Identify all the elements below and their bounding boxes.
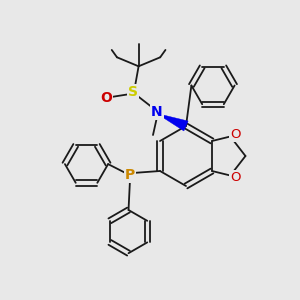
Text: O: O xyxy=(100,92,112,105)
Text: N: N xyxy=(151,105,162,119)
Text: P: P xyxy=(125,168,135,182)
Text: S: S xyxy=(128,85,138,99)
Polygon shape xyxy=(157,113,188,131)
Text: O: O xyxy=(230,128,241,141)
Text: O: O xyxy=(230,171,241,184)
